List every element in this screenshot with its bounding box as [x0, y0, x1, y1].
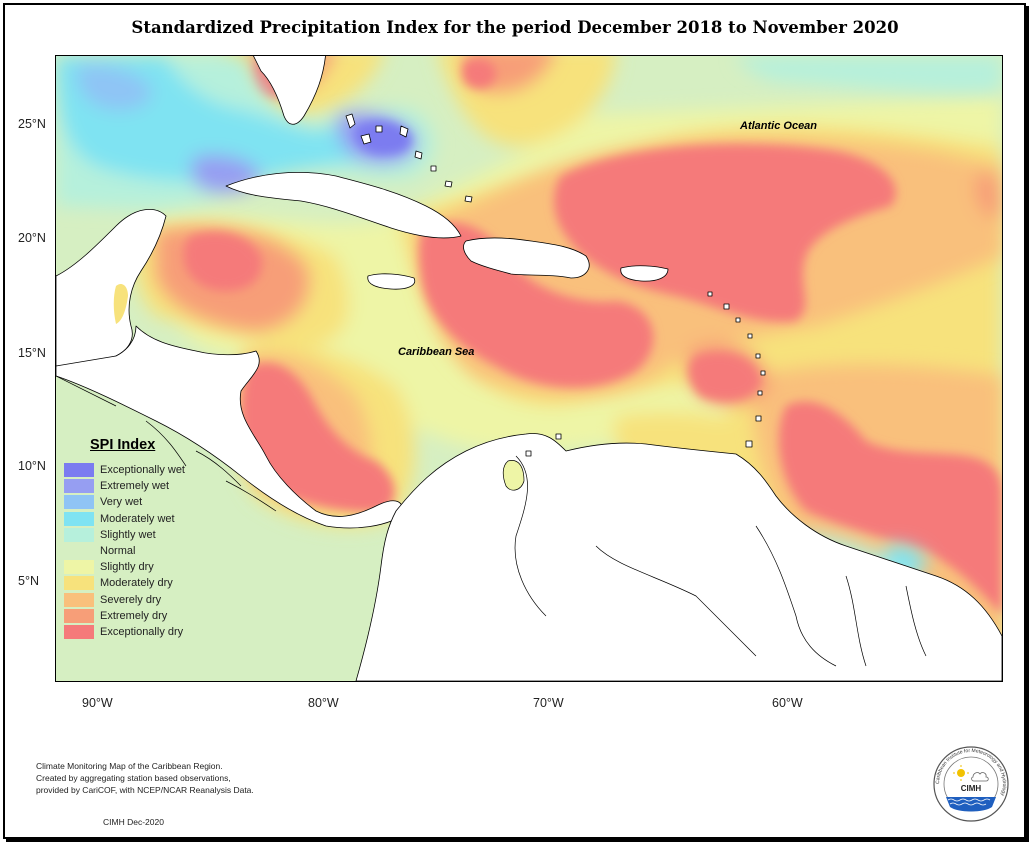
- legend-label: Exceptionally dry: [100, 625, 184, 638]
- legend-row: Slightly dry: [64, 559, 204, 575]
- legend-row: Moderately dry: [64, 575, 204, 591]
- legend-swatch: [64, 544, 94, 559]
- map-date: CIMH Dec-2020: [103, 817, 164, 827]
- lat-label-15n: 15°N: [18, 346, 46, 360]
- legend-row: Extremely dry: [64, 608, 204, 624]
- legend-label: Extremely dry: [100, 609, 168, 622]
- credit-line-1: Climate Monitoring Map of the Caribbean …: [36, 761, 223, 771]
- legend-swatch: [64, 463, 94, 478]
- legend-row: Slightly wet: [64, 527, 204, 543]
- spi-map: Atlantic Ocean Caribbean Sea: [55, 55, 1003, 682]
- legend-swatch: [64, 576, 94, 591]
- credit-line-3: provided by CariCOF, with NCEP/NCAR Rean…: [36, 785, 254, 795]
- legend-label: Very wet: [100, 496, 143, 509]
- spi-map-canvas: [56, 56, 1002, 681]
- legend-label: Normal: [100, 545, 136, 558]
- spi-legend: SPI Index Exceptionally wet Extremely wet…: [64, 437, 204, 640]
- legend-row: Normal: [64, 543, 204, 559]
- legend-row: Extremely wet: [64, 478, 204, 494]
- atlantic-ocean-label: Atlantic Ocean: [740, 120, 818, 132]
- cloud-icon: [971, 772, 989, 782]
- cimh-logo: CIMH Caribbean Institute for Meteorology…: [932, 745, 1010, 823]
- lat-label-5n: 5°N: [18, 574, 39, 588]
- legend-label: Extremely wet: [100, 480, 170, 493]
- legend-row: Moderately wet: [64, 511, 204, 527]
- legend-swatch: [64, 495, 94, 510]
- lon-label-90w: 90°W: [82, 696, 113, 710]
- legend-row: Exceptionally dry: [64, 624, 204, 640]
- legend-label: Moderately dry: [100, 577, 173, 590]
- logo-text: CIMH: [961, 784, 982, 793]
- legend-row: Exceptionally wet: [64, 462, 204, 478]
- legend-title: SPI Index: [90, 437, 156, 453]
- legend-label: Slightly wet: [100, 528, 156, 541]
- legend-swatch: [64, 511, 94, 526]
- legend-label: Exceptionally wet: [100, 464, 185, 477]
- map-title: Standardized Precipitation Index for the…: [131, 18, 899, 37]
- legend-swatch: [64, 479, 94, 494]
- credit-line-2: Created by aggregating station based obs…: [36, 773, 231, 783]
- lat-label-25n: 25°N: [18, 117, 46, 131]
- map-credits: Climate Monitoring Map of the Caribbean …: [36, 760, 254, 796]
- legend-label: Moderately wet: [100, 512, 175, 525]
- legend-row: Very wet: [64, 494, 204, 510]
- lon-label-80w: 80°W: [308, 696, 339, 710]
- lon-label-70w: 70°W: [533, 696, 564, 710]
- sun-icon: [957, 769, 965, 777]
- lat-label-10n: 10°N: [18, 459, 46, 473]
- legend-swatch: [64, 624, 94, 639]
- legend-label: Slightly dry: [100, 561, 154, 574]
- lat-label-20n: 20°N: [18, 231, 46, 245]
- legend-swatch: [64, 608, 94, 623]
- legend-swatch: [64, 592, 94, 607]
- caribbean-sea-label: Caribbean Sea: [398, 346, 475, 358]
- legend-label: Severely dry: [100, 593, 162, 606]
- legend-row: Severely dry: [64, 592, 204, 608]
- legend-swatch: [64, 560, 94, 575]
- legend-swatch: [64, 527, 94, 542]
- lon-label-60w: 60°W: [772, 696, 803, 710]
